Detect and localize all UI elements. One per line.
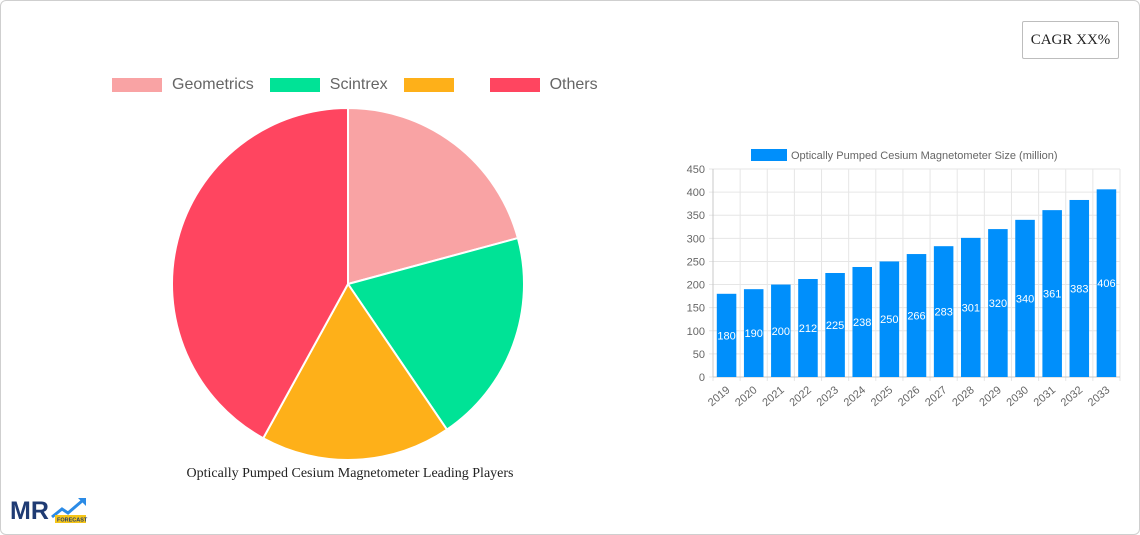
- bar-value-label: 212: [799, 323, 817, 335]
- legend-swatch: [403, 78, 454, 92]
- x-tick-label: 2025: [869, 384, 895, 409]
- x-tick-label: 2020: [733, 384, 759, 409]
- y-tick-label: 450: [687, 164, 705, 176]
- bar-value-label: 340: [1016, 293, 1034, 305]
- bar[interactable]: [906, 254, 927, 377]
- x-tick-label: 2028: [950, 384, 976, 409]
- legend-item[interactable]: [403, 78, 474, 92]
- bar-value-label: 180: [717, 330, 735, 342]
- bar-value-label: 406: [1097, 278, 1115, 290]
- bar[interactable]: [852, 266, 873, 377]
- legend-item[interactable]: Geometrics: [112, 76, 254, 94]
- y-tick-label: 0: [699, 372, 705, 384]
- legend-label: Others: [549, 76, 598, 93]
- bar[interactable]: [798, 279, 818, 377]
- x-tick-label: 2026: [896, 384, 922, 409]
- y-tick-label: 400: [687, 187, 705, 199]
- x-tick-label: 2019: [706, 384, 732, 409]
- legend-swatch: [112, 78, 162, 92]
- x-tick-label: 2021: [760, 384, 786, 409]
- x-tick-label: 2023: [815, 384, 841, 409]
- bar[interactable]: [1015, 219, 1035, 377]
- bar[interactable]: [1042, 210, 1062, 377]
- bar[interactable]: [879, 261, 900, 377]
- x-tick-label: 2024: [842, 384, 868, 409]
- mr-forecast-logo: MR FORECAST: [10, 497, 88, 525]
- bar-value-label: 238: [853, 317, 871, 329]
- pie-slice[interactable]: [347, 106, 520, 286]
- x-tick-label: 2031: [1032, 384, 1058, 409]
- bar-value-label: 383: [1070, 283, 1088, 295]
- bar-legend-swatch: [751, 149, 787, 161]
- cagr-badge: CAGR XX%: [1022, 21, 1119, 59]
- y-tick-label: 150: [687, 303, 705, 315]
- y-tick-label: 100: [687, 326, 705, 338]
- legend-label: Geometrics: [172, 76, 254, 93]
- x-tick-label: 2027: [923, 384, 949, 409]
- pie-slice[interactable]: [171, 106, 349, 440]
- logo-text: MR: [10, 497, 49, 525]
- svg-text:FORECAST: FORECAST: [57, 518, 88, 524]
- bar[interactable]: [716, 293, 737, 377]
- bar[interactable]: [988, 229, 1008, 377]
- bar-value-label: 301: [962, 302, 980, 314]
- bar[interactable]: [960, 237, 981, 377]
- legend-item[interactable]: Scintrex: [269, 76, 388, 94]
- bar-value-label: 320: [989, 298, 1007, 310]
- bar[interactable]: [743, 289, 764, 377]
- y-tick-label: 350: [687, 210, 705, 222]
- x-tick-label: 2029: [977, 384, 1003, 409]
- legend-item[interactable]: Others: [489, 76, 598, 94]
- x-tick-label: 2030: [1004, 384, 1030, 409]
- bar-value-label: 361: [1043, 289, 1061, 301]
- y-tick-label: 200: [687, 280, 705, 292]
- pie-slice[interactable]: [346, 236, 525, 431]
- x-tick-label: 2032: [1059, 384, 1085, 409]
- bar-value-label: 190: [745, 328, 763, 340]
- legend-label: Scintrex: [329, 76, 388, 93]
- x-tick-label: 2033: [1086, 384, 1112, 409]
- pie-legend: Geometrics Scintrex Others: [112, 74, 614, 96]
- bar-value-label: 200: [772, 326, 790, 338]
- y-tick-label: 50: [693, 349, 705, 361]
- arrow-head-icon: [78, 498, 86, 506]
- y-tick-label: 300: [687, 233, 705, 245]
- x-tick-label: 2022: [787, 384, 813, 409]
- bar[interactable]: [825, 273, 845, 377]
- bar-value-label: 283: [934, 307, 952, 319]
- legend-swatch: [489, 78, 540, 92]
- bar[interactable]: [933, 246, 954, 377]
- y-tick-label: 250: [687, 256, 705, 268]
- bar-value-label: 266: [907, 311, 925, 323]
- pie-slice[interactable]: [261, 282, 449, 461]
- bar-value-label: 225: [826, 320, 844, 332]
- pie-chart: [171, 106, 525, 461]
- bar[interactable]: [771, 284, 791, 377]
- bar-value-label: 250: [880, 314, 898, 326]
- bar[interactable]: [1069, 199, 1090, 377]
- bar[interactable]: [1096, 189, 1117, 377]
- trend-arrow-icon: [51, 499, 83, 519]
- pie-chart-title: Optically Pumped Cesium Magnetometer Lea…: [186, 466, 514, 481]
- bar-legend-label: Optically Pumped Cesium Magnetometer Siz…: [791, 150, 1058, 162]
- legend-swatch: [269, 78, 320, 92]
